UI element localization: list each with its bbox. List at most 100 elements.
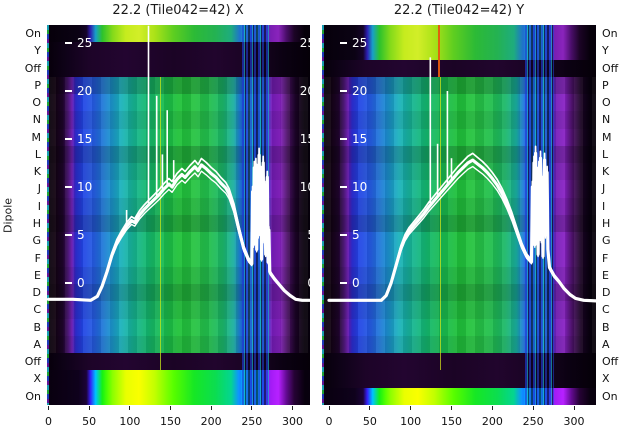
dipole-tick-label-right: D <box>602 286 611 300</box>
overlay-scale-tick: 10 <box>65 179 92 195</box>
dipole-tick-label-left: K <box>33 165 41 179</box>
overlay-tick-value: 0 <box>352 276 360 290</box>
dipole-tick-label-right: A <box>602 337 610 351</box>
dipole-tick-label-left: Off <box>24 61 41 75</box>
heatmap-panel-y: 25 20 15 10 5 0 <box>322 25 596 405</box>
dipole-tick-label-right: Off <box>602 355 619 369</box>
x-tick-mark <box>573 406 575 410</box>
dipole-tick-label-left: N <box>32 113 41 127</box>
overlay-tick-value: 15 <box>352 132 368 146</box>
x-tick-mark <box>328 406 330 410</box>
dipole-tick-label-left: B <box>33 320 41 334</box>
dipole-tick-label-left: P <box>34 78 41 92</box>
rfi-line <box>440 76 442 371</box>
x-tick-label: 300 <box>563 415 585 428</box>
overlay-tick-dash <box>340 138 347 140</box>
dipole-tick-label-right: G <box>602 234 611 248</box>
x-tick-mark <box>291 406 293 410</box>
overlay-tick-value: 5 <box>352 228 360 242</box>
overlay-tick-value: 20 <box>352 84 368 98</box>
dipole-tick-label-left: E <box>34 268 41 282</box>
dipole-tick-label-right: J <box>602 182 606 196</box>
overlay-scale-tick: 5 <box>65 227 85 243</box>
x-tick-mark <box>48 406 49 410</box>
x-tick-label: 300 <box>281 415 303 428</box>
dipole-tick-label-right: N <box>602 113 611 127</box>
dipole-tick-label-right: P <box>602 78 609 92</box>
spectrum-trace <box>47 161 310 302</box>
x-tick-label: 0 <box>45 415 52 428</box>
dipole-tick-label-left: H <box>32 217 41 230</box>
overlay-scale-tick: 25 <box>65 35 92 51</box>
panel-title-x: 22.2 (Tile042=42) X <box>112 3 244 18</box>
x-tick-mark <box>210 406 212 410</box>
overlay-tick-value: 25 <box>352 36 368 50</box>
spectrum-trace <box>47 153 310 302</box>
x-tick-mark <box>169 406 171 410</box>
overlay-tick-dash <box>65 282 72 284</box>
dipole-tick-label-right: L <box>602 147 609 161</box>
dipole-tick-label-left: X <box>33 372 41 386</box>
overlay-tick-dash <box>65 138 72 140</box>
overlay-tick-value: 15 <box>77 132 93 146</box>
x-tick-mark <box>532 406 534 410</box>
overlay-scale-tick: 20 <box>65 83 92 99</box>
overlay-scale-tick-right: 20 <box>299 84 310 98</box>
x-tick-label: 150 <box>159 415 181 428</box>
overlay-scale-tick: 15 <box>65 131 92 147</box>
dipole-tick-label-right: X <box>602 372 610 386</box>
x-tick-label: 100 <box>400 415 422 428</box>
dipole-tick-label-right: I <box>602 199 606 213</box>
x-tick-label: 100 <box>119 415 141 428</box>
dipole-tick-label-right: K <box>602 165 610 179</box>
heatmap-edge-strip <box>47 25 49 405</box>
dipole-tick-label-left: G <box>32 234 41 248</box>
overlay-scale-tick-right: 0 <box>307 275 310 291</box>
x-tick-mark <box>129 406 131 410</box>
dipole-tick-label-left: J <box>37 182 41 196</box>
overlay-tick-dash <box>340 282 347 284</box>
dipole-tick-label-right: H <box>602 217 611 230</box>
overlay-scale-tick: 15 <box>340 131 367 147</box>
dipole-tick-label-left: M <box>31 130 42 144</box>
overlay-scale-tick: 25 <box>340 35 367 51</box>
overlay-tick-dash <box>65 42 72 44</box>
overlay-tick-dash <box>340 42 347 44</box>
overlay-scale-tick: 0 <box>340 275 360 291</box>
dipole-tick-label-left: O <box>32 96 41 110</box>
overlay-scale-tick-right: 25 <box>299 36 310 50</box>
dipole-tick-label-left: On <box>25 27 41 40</box>
heatmap-edge-strip <box>322 25 324 405</box>
x-tick-label: 200 <box>200 415 222 428</box>
x-tick-label: 0 <box>325 415 333 428</box>
spectrum-curve-x <box>47 25 310 302</box>
dipole-tick-label-right: M <box>602 130 612 144</box>
heatmap-panel-x: 25 25 20 20 15 15 10 10 5 5 0 0 <box>47 25 310 405</box>
dipole-tick-label-right: O <box>602 96 611 110</box>
overlay-scale-tick-right: 5 <box>307 227 310 243</box>
overlay-tick-dash <box>340 234 347 236</box>
dipole-tick-label-left: F <box>34 251 41 265</box>
x-tick-mark <box>451 406 452 410</box>
dipole-tick-label-right: F <box>602 251 609 265</box>
rfi-line <box>159 76 161 371</box>
dipole-tick-label-right: B <box>602 320 610 334</box>
dipole-tick-label-left: I <box>37 199 41 213</box>
rfi-line <box>438 25 441 77</box>
overlay-tick-dash <box>340 186 347 188</box>
x-tick-mark <box>369 406 371 410</box>
x-tick-mark <box>410 406 412 410</box>
dipole-tick-label-right: Y <box>602 44 609 58</box>
dipole-tick-label-left: Y <box>34 44 41 58</box>
overlay-tick-value: 25 <box>77 36 93 50</box>
x-tick-mark <box>251 406 253 410</box>
overlay-tick-value: 10 <box>352 180 368 194</box>
overlay-tick-dash <box>340 90 347 92</box>
overlay-scale-tick: 10 <box>340 179 367 195</box>
overlay-scale-tick-right: 10 <box>299 180 310 194</box>
spectrum-trace <box>47 147 310 301</box>
spectrum-trace <box>328 159 596 302</box>
dipole-tick-label-right: E <box>602 268 609 282</box>
x-tick-label: 250 <box>522 415 544 428</box>
